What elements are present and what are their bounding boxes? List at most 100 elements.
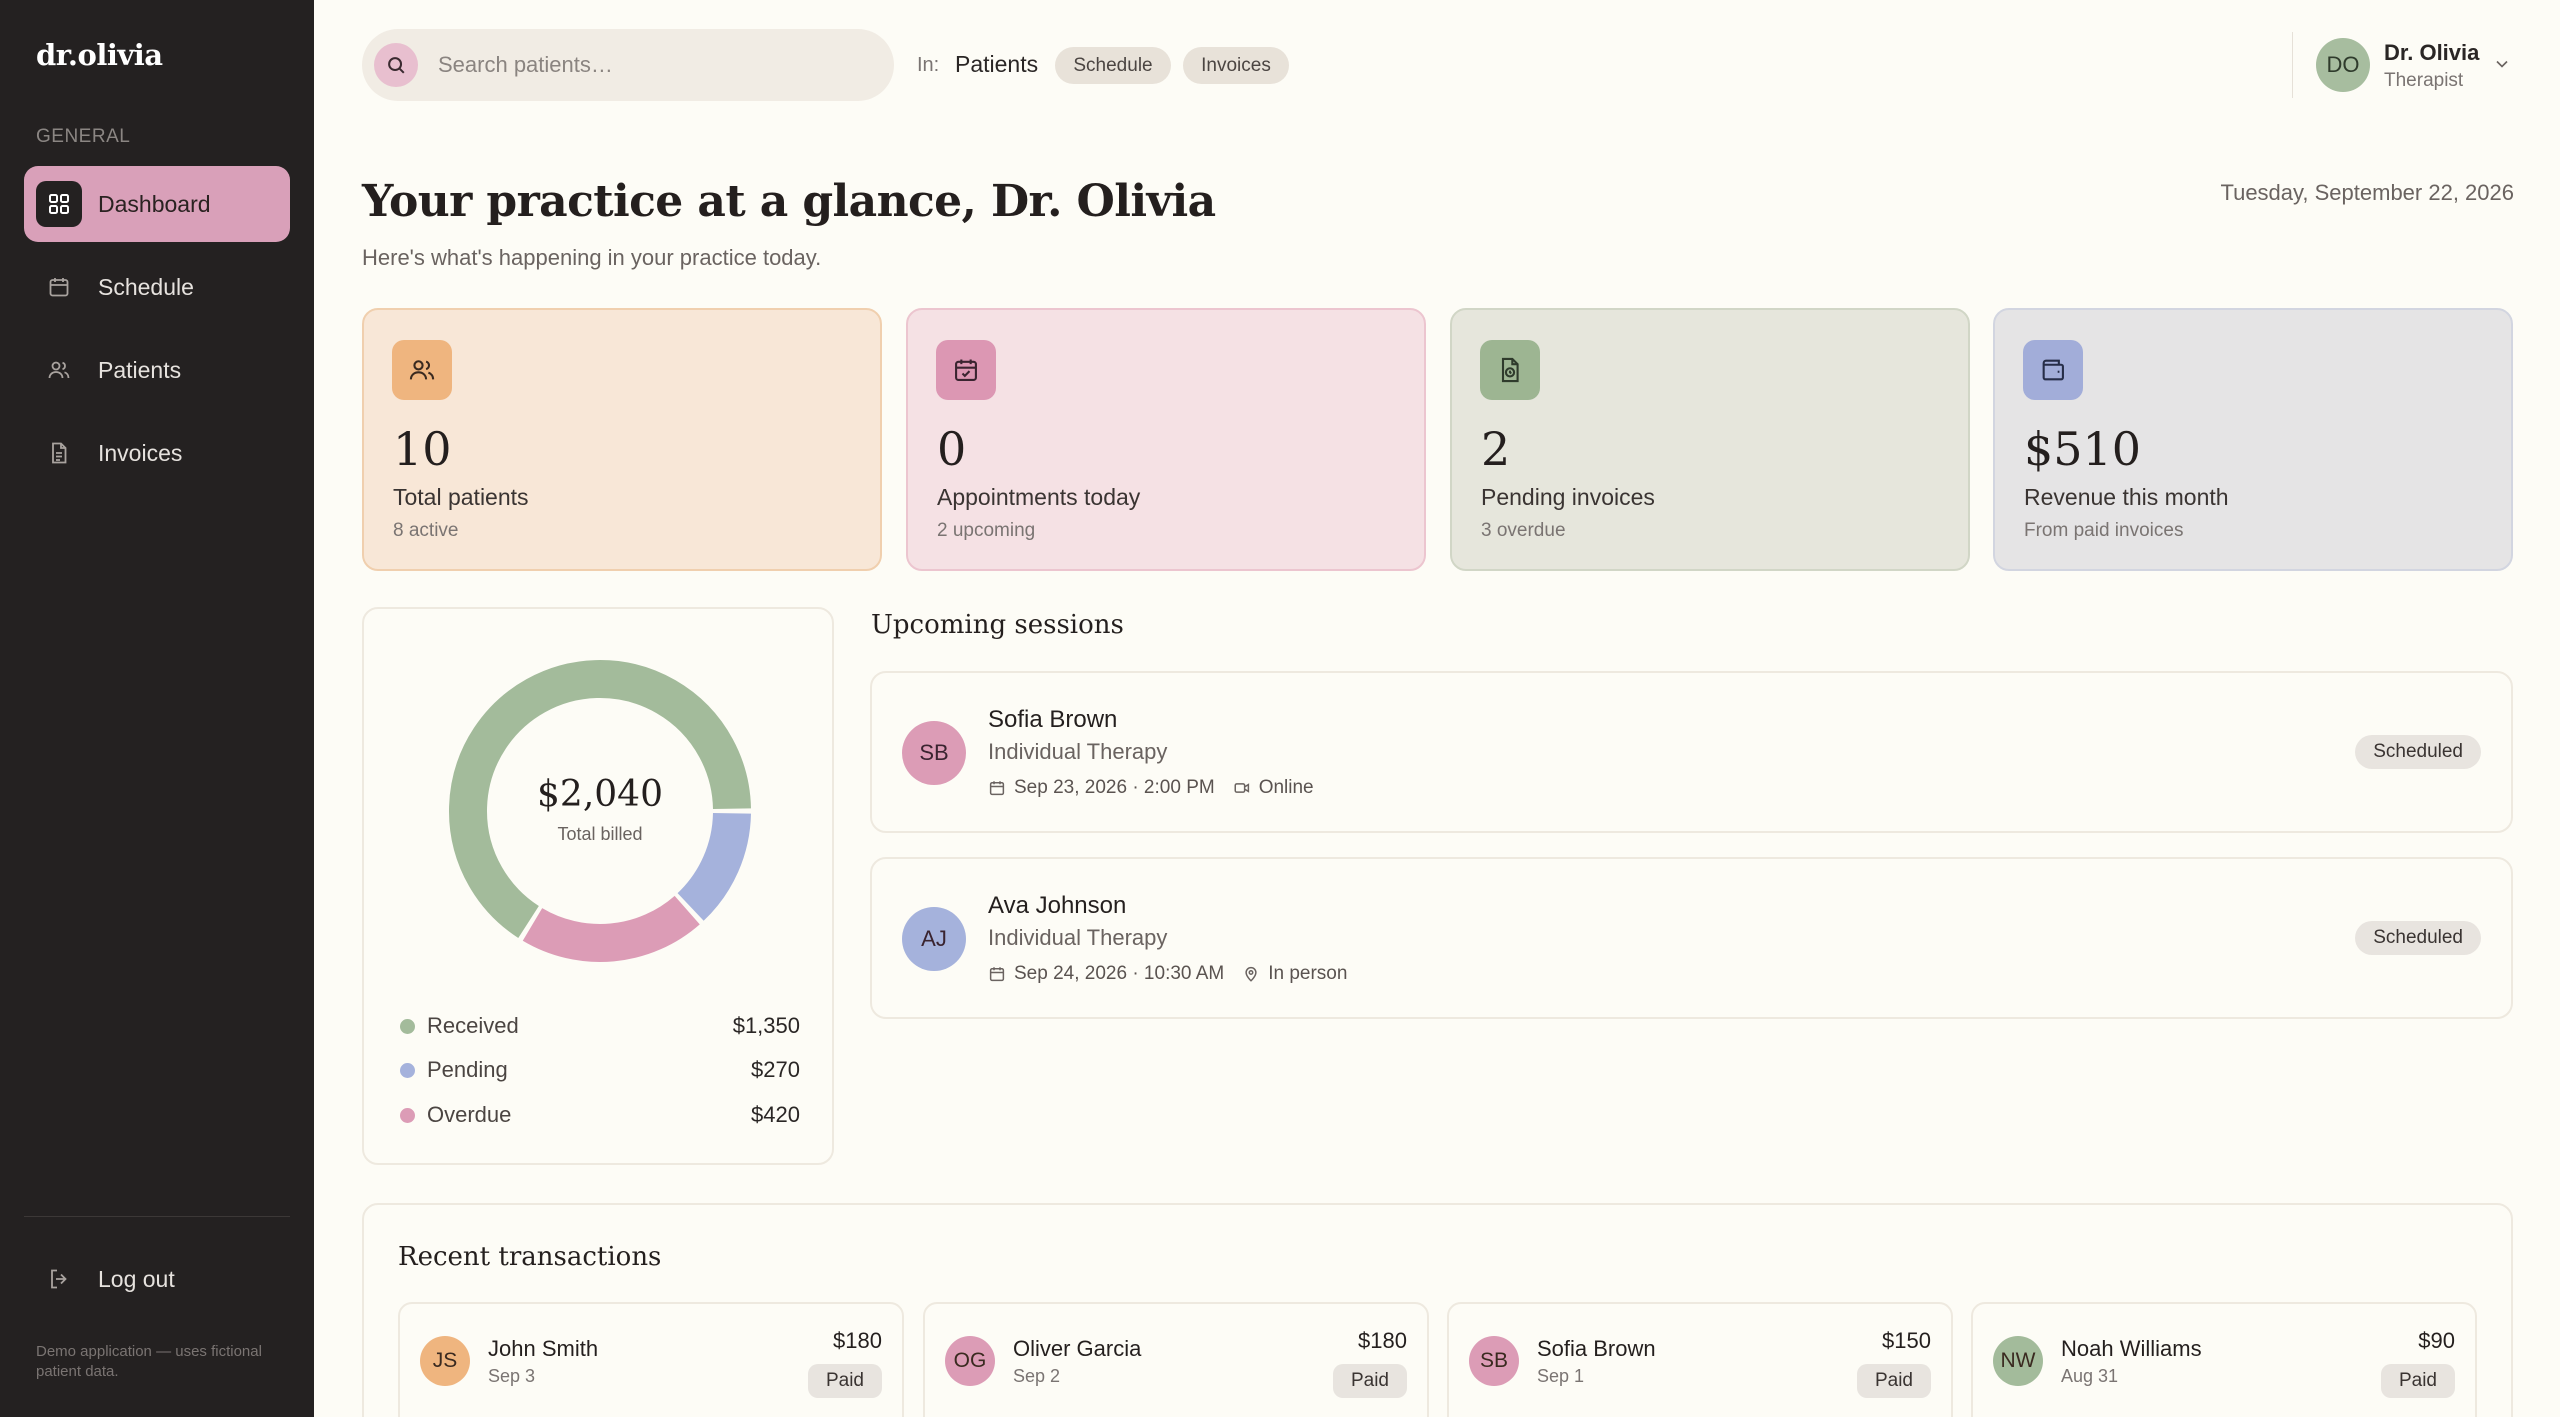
legend-label: Pending — [427, 1057, 508, 1082]
donut-total-label: Total billed — [557, 824, 643, 844]
avatar: SB — [902, 721, 966, 785]
sidebar-item-label: Schedule — [98, 273, 194, 300]
session-patient-name: Sofia Brown — [988, 706, 1118, 733]
video-icon — [1234, 783, 1249, 793]
legend-value: $270 — [751, 1057, 800, 1082]
stat-value: 2 — [1481, 422, 1511, 476]
avatar: JS — [420, 1336, 470, 1386]
sidebar-item-label: Patients — [98, 356, 182, 383]
app-logo[interactable]: dr.olivia — [36, 38, 163, 72]
avatar: SB — [1469, 1336, 1519, 1386]
stat-card-appointments-today[interactable]: 0 Appointments today 2 upcoming — [906, 308, 1426, 571]
stat-card-pending-invoices[interactable]: 2 Pending invoices 3 overdue — [1450, 308, 1970, 571]
stat-sublabel: 3 overdue — [1481, 520, 1566, 541]
stat-card-total-patients[interactable]: 10 Total patients 8 active — [362, 308, 882, 571]
stat-value: 10 — [393, 422, 452, 476]
session-type: Individual Therapy — [988, 925, 1168, 950]
calendar-icon — [989, 967, 1005, 982]
topbar-divider — [2292, 32, 2293, 98]
stat-sublabel: 2 upcoming — [937, 520, 1036, 541]
stat-sublabel: From paid invoices — [2024, 520, 2184, 541]
session-card[interactable]: AJ Ava Johnson Individual Therapy Sep 24… — [870, 857, 2513, 1019]
transaction-date: Sep 2 — [1013, 1366, 1061, 1386]
search-input[interactable]: Search patients… — [438, 52, 613, 77]
legend-dot — [400, 1018, 415, 1034]
transaction-date: Aug 31 — [2061, 1366, 2119, 1386]
status-badge: Paid — [1332, 1364, 1407, 1398]
status-badge: Scheduled — [2355, 735, 2481, 769]
stat-label: Total patients — [393, 484, 529, 510]
transaction-amount: $90 — [2418, 1328, 2455, 1353]
search-bar[interactable]: Search patients… — [362, 29, 894, 101]
donut-segment-pending — [677, 812, 751, 921]
session-type: Individual Therapy — [988, 739, 1168, 764]
calendar-check-icon — [936, 340, 996, 400]
legend-pending: Pending $270 — [400, 1055, 800, 1085]
chevron-down-icon[interactable] — [2492, 54, 2512, 79]
sidebar-item-label: Invoices — [98, 439, 183, 466]
legend-label: Received — [427, 1013, 519, 1038]
legend-label: Overdue — [427, 1102, 512, 1127]
sidebar-item-label: Dashboard — [98, 190, 211, 217]
status-badge: Paid — [2380, 1364, 2455, 1398]
session-datetime: Sep 23, 2026 · 2:00 PM — [1014, 777, 1215, 798]
donut-segment-received — [449, 660, 751, 938]
upcoming-sessions-title: Upcoming sessions — [871, 610, 1124, 640]
user-avatar[interactable]: DO — [2316, 38, 2370, 92]
stat-value: 0 — [937, 422, 967, 476]
sidebar-item-patients[interactable]: Patients — [24, 332, 290, 408]
transaction-name: John Smith — [488, 1336, 599, 1361]
transaction-item[interactable]: JS John Smith Sep 3 $180 Paid — [398, 1302, 904, 1417]
search-icon[interactable] — [374, 43, 418, 87]
session-meta: Sep 23, 2026 · 2:00 PM Online — [988, 777, 1314, 799]
sidebar-item-invoices[interactable]: Invoices — [24, 415, 290, 491]
legend-value: $420 — [751, 1102, 800, 1127]
calendar-icon — [36, 264, 82, 310]
search-scope-schedule[interactable]: Schedule — [1055, 47, 1171, 84]
legend-overdue: Overdue $420 — [400, 1100, 800, 1130]
users-icon — [392, 340, 452, 400]
legend-dot — [400, 1107, 415, 1123]
sidebar: dr.olivia GENERAL Dashboard Schedule Pat… — [0, 0, 314, 1417]
transaction-item[interactable]: OG Oliver Garcia Sep 2 $180 Paid — [923, 1302, 1429, 1417]
status-badge: Scheduled — [2355, 921, 2481, 955]
stat-value: $510 — [2024, 422, 2142, 476]
transaction-name: Oliver Garcia — [1013, 1336, 1142, 1361]
avatar: OG — [945, 1336, 995, 1386]
donut-total-value: $2,040 — [537, 774, 663, 815]
transaction-date: Sep 3 — [488, 1366, 536, 1386]
transaction-name: Sofia Brown — [1537, 1336, 1656, 1361]
logout-button[interactable]: Log out — [24, 1241, 290, 1317]
transaction-amount: $150 — [1882, 1328, 1931, 1353]
search-scope-patients[interactable]: Patients — [955, 51, 1039, 77]
session-datetime: Sep 24, 2026 · 10:30 AM — [1014, 963, 1225, 984]
document-clock-icon — [1480, 340, 1540, 400]
demo-note: Demo application — uses fictional patien… — [36, 1343, 262, 1380]
status-badge: Paid — [1856, 1364, 1931, 1398]
session-mode: Online — [1258, 777, 1314, 798]
recent-transactions-title: Recent transactions — [398, 1242, 662, 1272]
avatar: AJ — [902, 907, 966, 971]
transaction-date: Sep 1 — [1537, 1366, 1585, 1386]
wallet-icon — [2023, 340, 2083, 400]
user-name[interactable]: Dr. Olivia — [2384, 40, 2480, 65]
legend-value: $1,350 — [732, 1013, 800, 1038]
stat-label: Revenue this month — [2024, 484, 2229, 510]
stat-sublabel: 8 active — [393, 520, 459, 541]
transaction-name: Noah Williams — [2061, 1336, 2202, 1361]
session-card[interactable]: SB Sofia Brown Individual Therapy Sep 23… — [870, 671, 2513, 833]
transaction-item[interactable]: SB Sofia Brown Sep 1 $150 Paid — [1447, 1302, 1953, 1417]
avatar: NW — [1993, 1336, 2043, 1386]
transaction-amount: $180 — [1358, 1328, 1407, 1353]
session-patient-name: Ava Johnson — [988, 892, 1127, 919]
stat-card-revenue[interactable]: $510 Revenue this month From paid invoic… — [1993, 308, 2513, 571]
sidebar-item-schedule[interactable]: Schedule — [24, 249, 290, 325]
billing-donut-chart — [449, 660, 751, 962]
nav-section-label: GENERAL — [36, 126, 131, 147]
sidebar-item-dashboard[interactable]: Dashboard — [24, 166, 290, 242]
status-badge: Paid — [807, 1364, 882, 1398]
transaction-amount: $180 — [833, 1328, 882, 1353]
transaction-item[interactable]: NW Noah Williams Aug 31 $90 Paid — [1971, 1302, 2477, 1417]
location-pin-icon — [1245, 966, 1257, 982]
search-scope-invoices[interactable]: Invoices — [1183, 47, 1289, 84]
